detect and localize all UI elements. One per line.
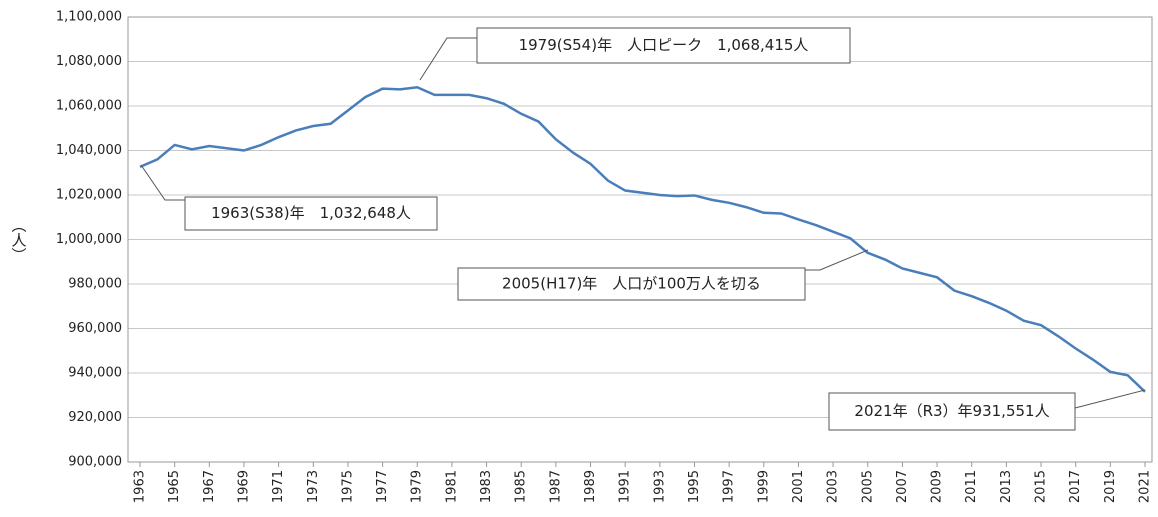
- x-tick-label: 1973: [306, 470, 321, 503]
- leader-line: [805, 249, 869, 271]
- x-tick-label: 2003: [826, 470, 841, 503]
- y-axis-label: （人）: [10, 218, 28, 263]
- x-tick-label: 1993: [652, 470, 667, 503]
- x-tick-label: 1979: [410, 470, 425, 503]
- x-tick-label: 1997: [722, 470, 737, 503]
- x-tick-label: 1963: [133, 470, 148, 503]
- x-tick-label: 1999: [756, 470, 771, 503]
- x-tick-label: 1965: [167, 470, 182, 503]
- x-tick-label: 1975: [340, 470, 355, 503]
- leader-line: [419, 37, 477, 81]
- annotation-box: [457, 267, 806, 301]
- x-tick-label: 2013: [999, 470, 1014, 503]
- x-tick-label: 2021: [1138, 470, 1153, 503]
- x-tick-label: 1983: [479, 470, 494, 503]
- x-tick-label: 2005: [860, 470, 875, 503]
- x-tick-label: 1981: [444, 470, 459, 503]
- x-tick-label: 2017: [1068, 470, 1083, 503]
- y-tick-label: 960,000: [68, 321, 122, 336]
- x-tick-label: 1977: [375, 470, 390, 503]
- y-tick-label: 1,040,000: [56, 143, 122, 158]
- x-tick-label: 1987: [548, 470, 563, 503]
- y-tick-label: 920,000: [68, 410, 122, 425]
- x-tick-label: 2015: [1034, 470, 1049, 503]
- data-line: [139, 85, 1146, 393]
- x-tick-label: 2019: [1103, 470, 1118, 503]
- annotation-box: [828, 392, 1076, 431]
- x-tick-label: 2009: [930, 470, 945, 503]
- x-tick-label: 1989: [583, 470, 598, 503]
- x-tick-label: 1995: [687, 470, 702, 503]
- plot-frame: [127, 16, 1153, 463]
- y-tick-label: 1,060,000: [56, 99, 122, 114]
- annotation: 1979(S54)年 人口ピーク 1,068,415人: [519, 36, 809, 54]
- x-tick-label: 2011: [964, 470, 979, 503]
- x-tick-label: 2001: [791, 470, 806, 503]
- x-tick-label: 1967: [202, 470, 217, 503]
- leader-line: [1074, 389, 1146, 409]
- x-tick-label: 1991: [618, 470, 633, 503]
- y-tick-label: 1,020,000: [56, 188, 122, 203]
- x-tick-label: 1969: [236, 470, 251, 503]
- x-tick-label: 1985: [514, 470, 529, 503]
- leader-line: [140, 164, 185, 201]
- annotation: 1963(S38)年 1,032,648人: [211, 204, 411, 222]
- y-tick-label: 1,100,000: [56, 10, 122, 25]
- y-tick-label: 980,000: [68, 277, 122, 292]
- annotation: 2021年（R3）年931,551人: [854, 402, 1049, 420]
- annotation-box: [476, 27, 851, 64]
- x-tick-label: 1971: [271, 470, 286, 503]
- annotation: 2005(H17)年 人口が100万人を切る: [502, 275, 761, 293]
- y-tick-label: 1,080,000: [56, 54, 122, 69]
- y-tick-label: 940,000: [68, 366, 122, 381]
- y-tick-label: 900,000: [68, 455, 122, 470]
- annotation-box: [184, 196, 438, 231]
- x-tick-label: 2007: [895, 470, 910, 503]
- y-tick-label: 1,000,000: [56, 232, 122, 247]
